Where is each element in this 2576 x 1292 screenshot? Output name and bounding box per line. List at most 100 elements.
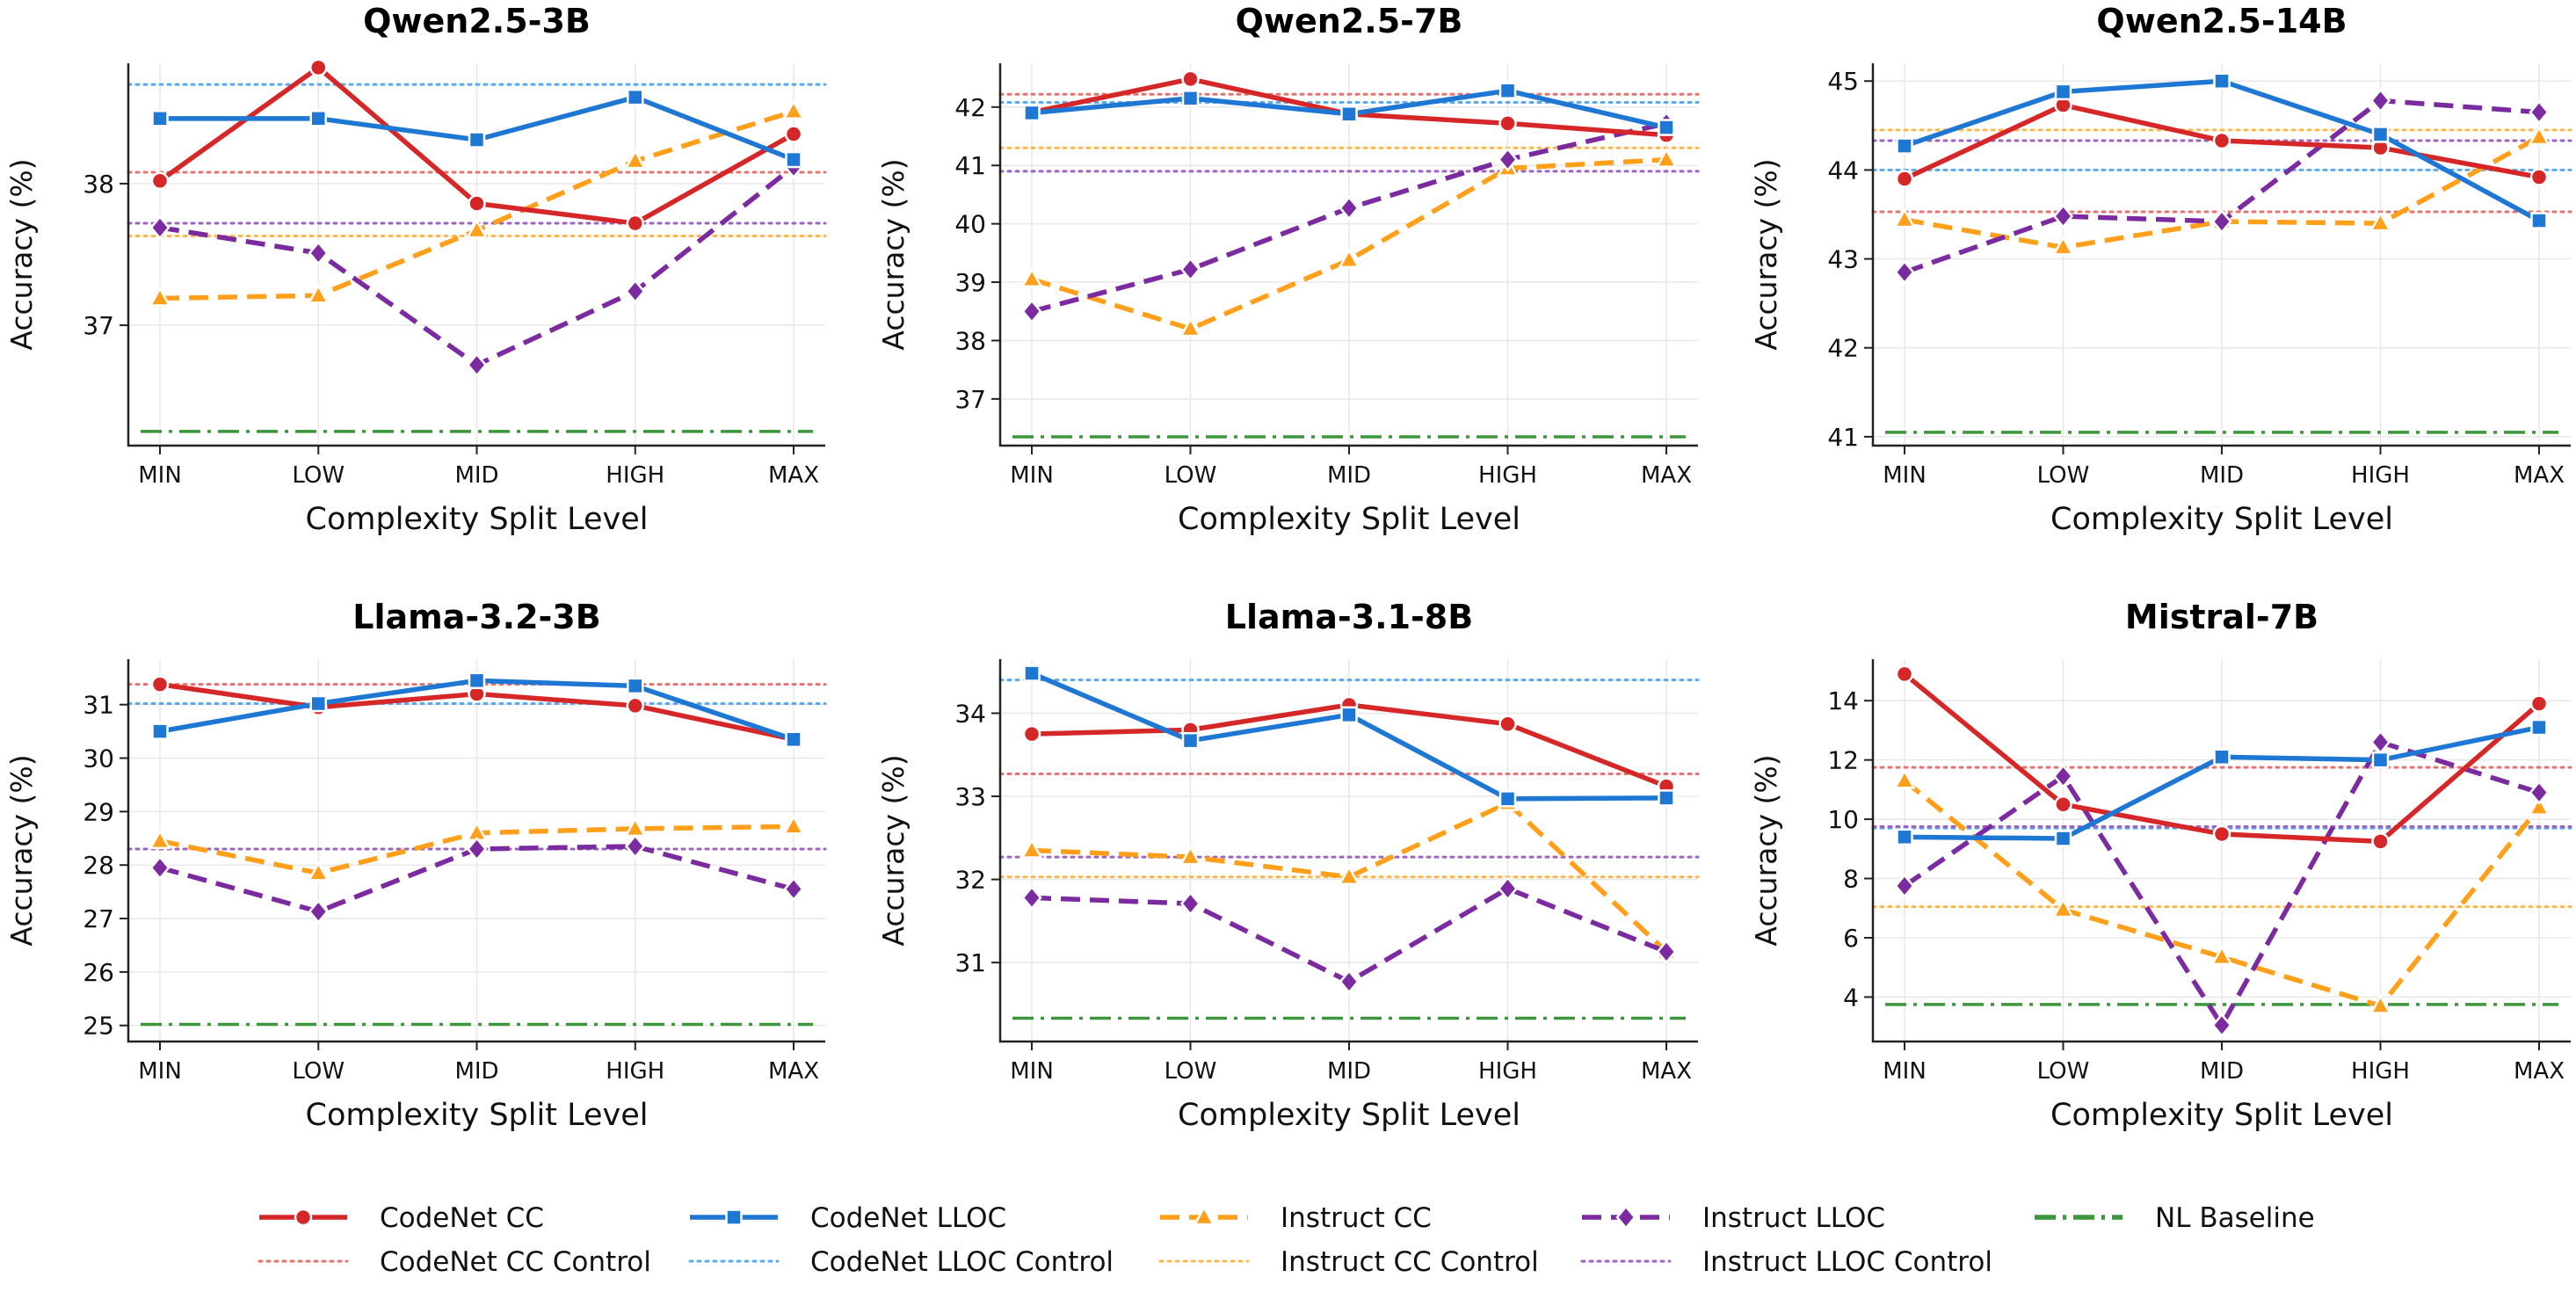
data-point-icc (465, 218, 489, 239)
data-point-illoc (1179, 257, 1201, 282)
x-axis-label: Complexity Split Level (306, 1098, 649, 1133)
data-point-cc (1181, 69, 1200, 89)
chart-title: Llama-3.2-3B (352, 598, 600, 636)
x-axis-label: Complexity Split Level (1178, 502, 1520, 537)
y-tick-label: 29 (83, 797, 114, 826)
data-point-lloc (1340, 105, 1358, 123)
chart-panel: 41 42 43 44 45 MIN LOW MID HIGH MAX Qwen2.5-14B Com… (1749, 2, 2572, 537)
data-point-lloc (627, 88, 644, 106)
data-point-cc (1022, 724, 1041, 744)
legend-item-control-illoc: Instruct LLOC Control (1580, 1246, 1992, 1278)
y-tick-label: 38 (954, 326, 986, 355)
data-point-icc (307, 860, 330, 882)
data-point-icc (1179, 316, 1202, 338)
data-point-icc (1179, 845, 1202, 866)
legend-item-cc: CodeNet CC (259, 1202, 544, 1234)
x-tick-label: LOW (1165, 462, 1217, 489)
legend-marker (1615, 1205, 1636, 1230)
data-point-cc (1895, 170, 1914, 188)
data-point-lloc (2530, 212, 2548, 229)
data-point-icc (1338, 865, 1361, 886)
data-point-lloc (2530, 718, 2548, 737)
data-point-lloc (2213, 748, 2231, 766)
x-tick-label: HIGH (1478, 1058, 1537, 1085)
data-point-lloc (1023, 104, 1041, 122)
data-point-lloc (1181, 90, 1200, 107)
y-tick-label: 8 (1843, 865, 1859, 894)
legend-label: Instruct LLOC Control (1702, 1246, 1992, 1278)
x-axis-label: Complexity Split Level (2050, 1098, 2393, 1133)
data-point-lloc (309, 694, 327, 713)
legend-item-control-cc: CodeNet CC Control (258, 1246, 651, 1278)
series-line-icc (1031, 800, 1668, 954)
x-tick-label: LOW (2037, 462, 2090, 489)
x-tick-label: MID (1327, 462, 1371, 489)
x-tick-label: MAX (1641, 1058, 1692, 1085)
data-point-illoc (2052, 204, 2074, 229)
data-point-lloc (468, 671, 486, 690)
legend-label: Instruct CC (1281, 1202, 1432, 1234)
x-axis-label: Complexity Split Level (2050, 502, 2393, 537)
chart-title: Qwen2.5-3B (363, 2, 591, 40)
data-point-lloc (1658, 789, 1675, 807)
x-tick-label: MID (454, 1058, 498, 1085)
series-line-icc (1903, 779, 2542, 1009)
data-point-illoc (466, 352, 488, 378)
data-point-lloc (1896, 137, 1913, 155)
data-point-icc (624, 149, 647, 170)
data-point-lloc (1896, 828, 1913, 846)
data-point-icc (1020, 838, 1043, 859)
legend-marker (294, 1208, 313, 1227)
y-tick-label: 14 (1827, 686, 1859, 715)
data-point-illoc (2211, 1013, 2232, 1038)
data-point-lloc (2371, 126, 2390, 143)
data-point-lloc (1658, 119, 1675, 136)
y-tick-label: 28 (83, 851, 114, 880)
x-tick-label: MAX (768, 1058, 819, 1085)
y-tick-label: 41 (1827, 423, 1859, 452)
data-point-lloc (151, 722, 169, 740)
data-point-icc (1338, 248, 1361, 269)
data-point-cc (626, 214, 644, 233)
legend-label: NL Baseline (2155, 1202, 2315, 1234)
data-point-illoc (2211, 209, 2232, 235)
data-point-illoc (308, 240, 329, 265)
y-tick-label: 4 (1843, 983, 1859, 1012)
y-tick-label: 37 (83, 311, 114, 340)
chart-title: Qwen2.5-7B (1236, 2, 1463, 40)
legend-item-icc: Instruct CC (1160, 1202, 1432, 1234)
data-point-lloc (309, 110, 327, 127)
data-point-cc (1895, 664, 1914, 684)
x-tick-label: MAX (2514, 1058, 2565, 1085)
data-point-illoc (783, 876, 804, 902)
data-point-illoc (1497, 876, 1519, 901)
data-point-lloc (1181, 731, 1200, 750)
x-tick-label: HIGH (2351, 1058, 2410, 1085)
data-point-illoc (625, 279, 646, 304)
chart-panel: 37 38 MIN LOW MID HIGH MAX Qwen2.5-3B Complexity… (4, 2, 827, 537)
data-point-illoc (2529, 780, 2550, 805)
x-tick-label: MAX (2514, 462, 2565, 489)
legend-item-control-lloc: CodeNet LLOC Control (688, 1246, 1114, 1278)
data-point-icc (782, 814, 805, 835)
chart-panel: 4 6 8 10 12 14 MIN LOW MID HIGH MAX Mistral-7B Compl… (1749, 598, 2572, 1133)
data-point-icc (1020, 267, 1043, 287)
data-point-illoc (1894, 874, 1915, 898)
y-tick-label: 10 (1827, 805, 1859, 834)
data-point-illoc (1021, 885, 1042, 911)
data-point-icc (149, 286, 171, 307)
y-tick-label: 6 (1843, 924, 1859, 953)
data-point-cc (2529, 694, 2549, 713)
data-point-illoc (466, 837, 488, 861)
y-tick-label: 44 (1827, 156, 1859, 185)
data-point-icc (2528, 125, 2551, 146)
y-tick-label: 39 (954, 268, 986, 297)
y-axis-label: Accuracy (%) (4, 158, 39, 350)
chart-title: Mistral-7B (2125, 598, 2318, 636)
legend-label: CodeNet CC (380, 1202, 544, 1234)
legend-label: CodeNet LLOC (810, 1202, 1006, 1234)
data-point-illoc (625, 833, 646, 859)
data-point-lloc (785, 730, 802, 749)
data-point-illoc (149, 855, 171, 881)
